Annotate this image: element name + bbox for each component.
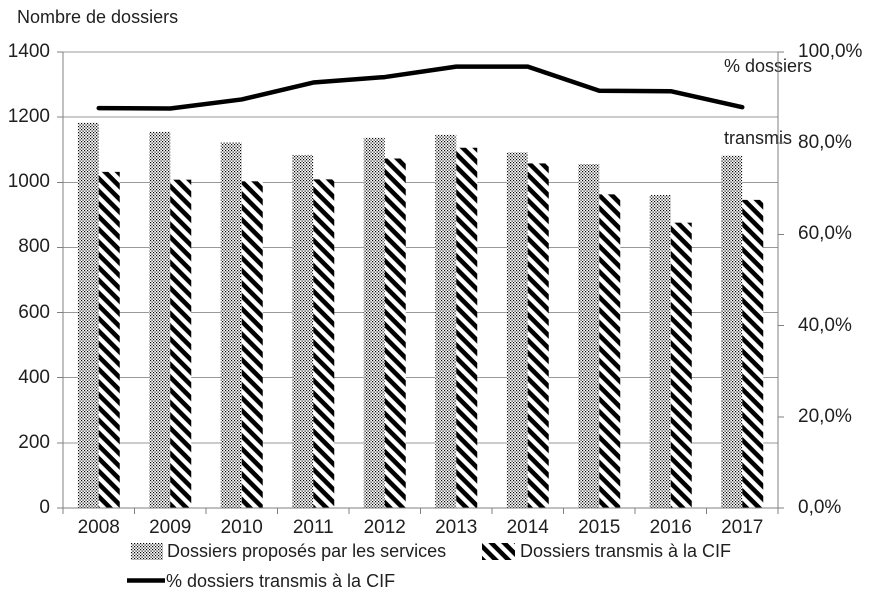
x-axis-category-label: 2009 — [149, 517, 192, 538]
x-axis-category-label: 2010 — [220, 517, 263, 538]
right-axis-tick-label: 20,0% — [798, 405, 852, 427]
x-axis-category-label: 2016 — [649, 517, 692, 538]
bar-dossiers-proposes — [363, 137, 385, 509]
right-axis-title-line1: % dossiers — [724, 56, 813, 76]
legend-swatch-dots — [131, 543, 163, 560]
x-axis-category-label: 2013 — [435, 517, 478, 538]
x-axis-category-label: 2011 — [292, 517, 334, 538]
left-axis-tick-label: 400 — [18, 366, 50, 388]
bar-dossiers-proposes — [220, 142, 242, 508]
right-axis-tick-label: 0,0% — [798, 497, 842, 518]
right-axis-tick-label: 40,0% — [798, 314, 852, 336]
percent-transmis-line — [96, 64, 745, 111]
bar-dossiers-transmis — [670, 222, 692, 508]
right-axis-tick-label: 100,0% — [798, 41, 863, 62]
bar-dossiers-transmis — [170, 179, 192, 508]
left-axis-title: Nombre de dossiers — [17, 7, 179, 27]
legend-label-transmis: Dossiers transmis à la CIF — [520, 541, 732, 561]
left-axis-tick-label: 200 — [18, 431, 50, 453]
bar-dossiers-transmis — [313, 179, 335, 508]
legend-swatch-hatch — [482, 543, 515, 560]
right-axis-title: % dossiers transmis — [724, 6, 812, 198]
right-axis-title-line2: transmis — [724, 128, 793, 148]
bar-dossiers-proposes — [77, 122, 99, 509]
bar-dossiers-transmis — [456, 147, 478, 508]
legend-swatch-line — [127, 578, 165, 583]
x-axis-category-label: 2014 — [506, 517, 549, 538]
x-axis-category-label: 2017 — [721, 517, 764, 538]
x-axis-category-label: 2012 — [363, 517, 406, 538]
bar-dossiers-transmis — [241, 181, 263, 508]
left-axis-tick-label: 0 — [39, 497, 50, 518]
bar-dossiers-proposes — [435, 134, 457, 508]
legend-label-percent-line: % dossiers transmis à la CIF — [166, 571, 396, 591]
bar-dossiers-transmis — [384, 158, 406, 508]
left-axis-tick-label: 1200 — [7, 106, 50, 128]
left-axis-tick-label: 1400 — [7, 41, 50, 62]
left-axis-tick-label: 800 — [18, 236, 50, 258]
x-axis-category-label: 2015 — [578, 517, 621, 538]
legend-label-proposes: Dossiers proposés par les services — [167, 541, 447, 561]
left-axis-tick-label: 600 — [18, 301, 50, 323]
x-axis-category-label: 2008 — [77, 517, 120, 538]
bar-dossiers-proposes — [578, 164, 600, 508]
bar-dossiers-transmis — [527, 163, 549, 508]
bar-dossiers-transmis — [98, 171, 120, 508]
bar-dossiers-transmis — [742, 199, 764, 509]
bar-dossiers-proposes — [506, 152, 528, 508]
bar-dossiers-proposes — [721, 155, 743, 508]
bar-dossiers-transmis — [599, 194, 621, 508]
bar-dossiers-proposes — [292, 154, 314, 508]
bar-dossiers-proposes — [649, 194, 671, 508]
right-axis-tick-label: 80,0% — [798, 132, 852, 154]
bar-dossiers-proposes — [149, 131, 171, 509]
right-axis-tick-label: 60,0% — [798, 223, 852, 245]
left-axis-tick-label: 1000 — [7, 171, 50, 193]
